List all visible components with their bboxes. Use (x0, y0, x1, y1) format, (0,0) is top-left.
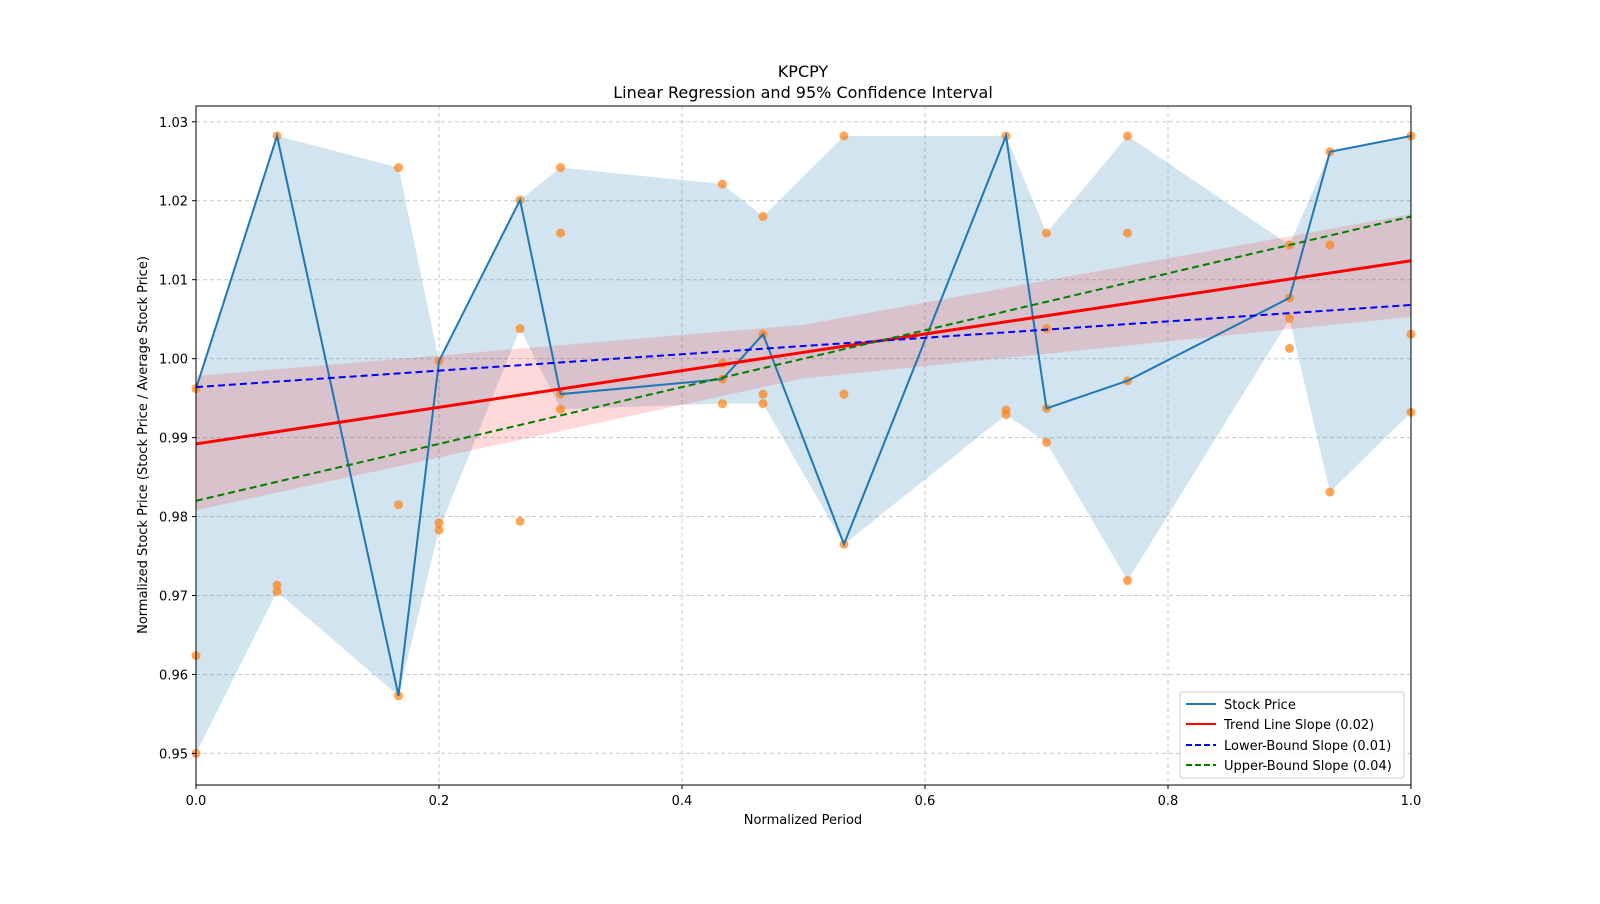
scatter-point (839, 131, 849, 141)
scatter-point (515, 324, 525, 334)
scatter-point (1123, 228, 1133, 238)
scatter-point (434, 518, 444, 528)
legend-box (1179, 691, 1405, 779)
scatter-point (434, 525, 444, 535)
scatter-point (758, 399, 768, 409)
scatter-point (1325, 240, 1335, 250)
x-tick-label: 1.0 (1401, 794, 1422, 809)
x-tick-label: 0.4 (672, 794, 693, 809)
legend-label-lower-bound: Lower-Bound Slope (0.01) (1224, 739, 1391, 754)
scatter-point (515, 516, 525, 526)
scatter-point (1123, 131, 1133, 141)
lower-bound-line (195, 303, 1412, 389)
trend-line (195, 259, 1412, 446)
y-tick-label: 1.00 (159, 353, 188, 368)
scatter-point (717, 179, 727, 189)
chart-subtitle: Linear Regression and 95% Confidence Int… (613, 83, 993, 102)
scatter-point (556, 163, 565, 173)
legend-label-upper-bound: Upper-Bound Slope (0.04) (1224, 759, 1392, 774)
y-tick-label: 1.03 (159, 116, 188, 131)
scatter-point (758, 389, 768, 399)
legend: Stock Price Trend Line Slope (0.02) Lowe… (1179, 691, 1405, 779)
scatter-point (1123, 576, 1133, 586)
ticks: 0.0 0.2 0.4 0.6 0.8 1.0 0.95 0.96 0.97 0.98 0.99 1.… (159, 116, 1421, 809)
x-tick-label: 0.0 (186, 794, 207, 809)
scatter-point (839, 389, 849, 399)
scatter-point (556, 404, 565, 414)
scatter-point (758, 212, 768, 222)
y-tick-label: 1.02 (159, 195, 188, 210)
legend-label-trend: Trend Line Slope (0.02) (1223, 718, 1374, 733)
upper-bound-line (195, 215, 1412, 502)
scatter-point (394, 500, 404, 510)
chart-title: KPCPY (778, 62, 829, 81)
x-tick-label: 0.8 (1158, 794, 1179, 809)
y-tick-label: 0.99 (159, 432, 188, 447)
x-axis-label: Normalized Period (744, 813, 862, 828)
plot-area (191, 131, 1416, 758)
stock-price-range-band (196, 136, 1411, 754)
scatter-point (394, 163, 404, 173)
y-axis-label: Normalized Stock Price (Stock Price / Av… (136, 256, 151, 634)
y-tick-label: 0.98 (159, 511, 188, 526)
scatter-point (1042, 437, 1051, 447)
stock-price-line (195, 132, 1412, 696)
scatter-point (272, 580, 282, 590)
x-tick-label: 0.2 (429, 794, 450, 809)
scatter-point (556, 228, 565, 238)
y-tick-label: 0.97 (159, 590, 188, 605)
y-tick-label: 0.95 (159, 747, 188, 762)
scatter-point (717, 399, 727, 409)
scatter-point (1325, 487, 1335, 497)
scatter-point (1285, 343, 1294, 353)
x-tick-label: 0.6 (915, 794, 936, 809)
scatter-point (1285, 313, 1294, 323)
scatter-point (272, 587, 282, 597)
scatter-point (1042, 228, 1051, 238)
scatter-point (1001, 410, 1011, 420)
legend-label-stock-price: Stock Price (1224, 698, 1296, 713)
y-tick-label: 1.01 (159, 274, 188, 289)
y-tick-label: 0.96 (159, 668, 188, 683)
axes-frame (195, 105, 1412, 786)
